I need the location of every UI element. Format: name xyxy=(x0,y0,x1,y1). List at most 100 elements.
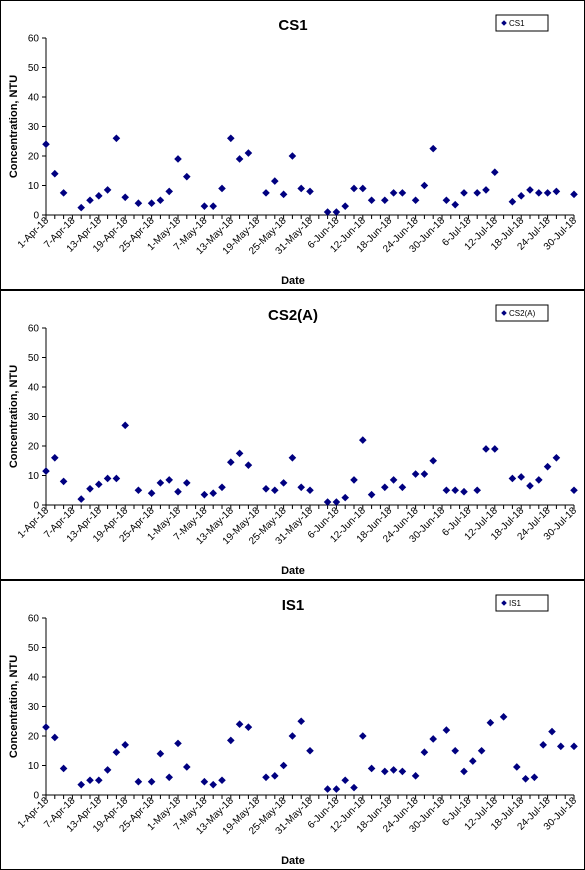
data-point-cs1 xyxy=(262,189,270,197)
data-point-is1 xyxy=(235,720,244,728)
data-point-is1 xyxy=(262,773,270,782)
y-tick-label: 30 xyxy=(28,412,40,423)
data-point-cs2a xyxy=(552,454,561,462)
data-point-cs2a xyxy=(442,486,451,495)
data-point-is1 xyxy=(183,763,191,771)
data-point-cs2a xyxy=(156,479,165,487)
y-tick-label: 30 xyxy=(28,702,40,713)
data-point-cs2a xyxy=(288,454,297,462)
data-point-cs1 xyxy=(398,189,407,197)
data-point-cs1 xyxy=(543,189,552,197)
chart-title: CS2(A) xyxy=(268,307,318,324)
data-point-cs2a xyxy=(341,493,349,502)
data-point-cs2a xyxy=(121,421,129,430)
data-point-cs1 xyxy=(389,189,398,197)
data-point-is1 xyxy=(174,739,182,748)
data-point-cs1 xyxy=(200,202,209,210)
data-point-cs1 xyxy=(350,184,358,193)
data-point-cs2a xyxy=(517,473,525,481)
data-point-cs2a xyxy=(77,495,85,503)
data-point-is1 xyxy=(420,748,429,757)
data-point-cs1 xyxy=(86,196,94,205)
data-point-cs1 xyxy=(570,190,578,199)
data-point-cs1 xyxy=(51,169,59,178)
data-point-cs1 xyxy=(42,140,50,148)
data-point-is1 xyxy=(323,785,332,793)
y-tick-label: 60 xyxy=(28,614,40,625)
data-point-is1 xyxy=(548,727,556,736)
y-tick-label: 20 xyxy=(28,152,40,163)
y-axis-label: Concentration, NTU xyxy=(8,75,20,178)
data-point-cs2a xyxy=(473,486,481,495)
data-point-cs1 xyxy=(460,189,468,197)
chart-title: IS1 xyxy=(282,597,305,614)
data-point-cs2a xyxy=(411,470,420,478)
y-axis-label: Concentration, NTU xyxy=(8,365,20,468)
y-tick-label: 40 xyxy=(28,93,40,104)
data-point-cs2a xyxy=(491,445,499,453)
y-tick-label: 40 xyxy=(28,383,40,394)
data-point-is1 xyxy=(570,742,578,751)
data-point-cs1 xyxy=(95,192,103,200)
data-point-is1 xyxy=(134,777,143,786)
data-point-is1 xyxy=(486,718,495,727)
data-point-cs2a xyxy=(51,454,59,462)
data-point-cs1 xyxy=(103,186,112,194)
x-axis-label: Date xyxy=(281,275,305,287)
data-point-cs1 xyxy=(367,196,376,205)
data-point-is1 xyxy=(451,746,459,755)
y-tick-label: 60 xyxy=(28,34,40,45)
data-point-cs1 xyxy=(341,202,349,210)
data-point-cs1 xyxy=(183,172,191,181)
data-point-is1 xyxy=(297,717,305,726)
data-point-cs1 xyxy=(473,189,481,197)
data-point-cs2a xyxy=(271,486,279,495)
data-point-is1 xyxy=(513,763,521,771)
data-point-cs2a xyxy=(209,489,217,497)
data-point-is1 xyxy=(350,783,358,792)
data-point-is1 xyxy=(288,732,297,740)
chart-panel-is1: IS1 0 10 20 30 40 50 60 1-Apr-18 7-Apr-18 13-Apr-1… xyxy=(0,580,585,870)
data-point-is1 xyxy=(86,776,94,785)
data-point-cs1 xyxy=(134,199,143,207)
y-axis-label: Concentration, NTU xyxy=(8,655,20,758)
data-point-is1 xyxy=(121,741,129,749)
data-point-cs2a xyxy=(451,486,459,495)
data-point-is1 xyxy=(499,713,508,721)
data-point-cs1 xyxy=(508,197,517,206)
data-point-is1 xyxy=(469,757,477,765)
data-point-cs2a xyxy=(367,490,376,499)
x-axis-label: Date xyxy=(281,565,305,577)
data-point-cs2a xyxy=(134,486,143,495)
data-point-cs1 xyxy=(323,208,332,216)
chart-cs1: CS101020304050601-Apr-187-Apr-1813-Apr-1… xyxy=(8,14,579,287)
y-tick-label: 0 xyxy=(33,791,39,802)
data-point-is1 xyxy=(521,774,530,783)
data-point-cs1 xyxy=(442,196,451,205)
data-point-cs2a xyxy=(59,477,68,486)
data-point-is1 xyxy=(389,766,398,774)
data-point-is1 xyxy=(359,732,367,740)
data-point-is1 xyxy=(530,773,539,782)
data-point-is1 xyxy=(367,764,376,773)
data-point-cs2a xyxy=(398,483,407,492)
data-point-cs1 xyxy=(482,186,490,194)
data-point-cs2a xyxy=(543,462,552,471)
data-point-cs1 xyxy=(429,144,437,153)
data-point-is1 xyxy=(77,780,85,789)
data-point-is1 xyxy=(429,735,437,743)
data-point-cs2a xyxy=(262,484,270,493)
data-point-cs1 xyxy=(420,181,429,190)
data-point-is1 xyxy=(227,736,235,745)
data-point-cs2a xyxy=(112,474,121,483)
data-point-cs1 xyxy=(218,184,226,193)
data-point-is1 xyxy=(381,767,389,776)
y-tick-label: 50 xyxy=(28,353,40,364)
data-point-cs1 xyxy=(279,190,288,199)
data-point-is1 xyxy=(200,777,209,786)
y-tick-label: 20 xyxy=(28,442,40,453)
y-tick-label: 50 xyxy=(28,63,40,74)
data-point-cs2a xyxy=(165,476,173,484)
legend-label: IS1 xyxy=(509,599,522,608)
chart-panel-cs2a: CS2(A) 0 10 20 30 40 50 60 1-Apr-18 7-Apr-18 13-Ap… xyxy=(0,290,585,580)
